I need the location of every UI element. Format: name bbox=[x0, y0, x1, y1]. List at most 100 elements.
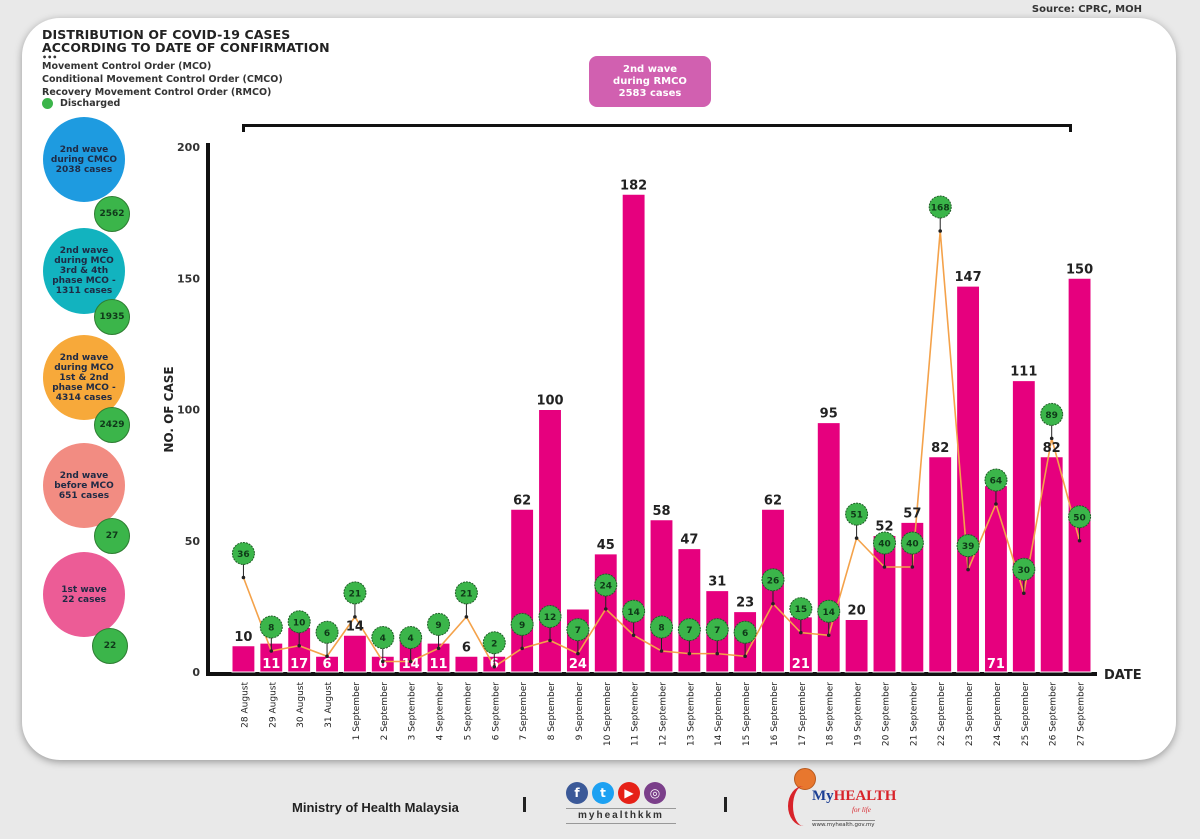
discharged-point bbox=[603, 607, 608, 611]
instagram-icon[interactable]: ◎ bbox=[644, 782, 666, 804]
bar bbox=[928, 456, 953, 673]
x-tick-label: 29 August bbox=[268, 682, 278, 728]
discharged-badge bbox=[956, 534, 980, 558]
discharged-point bbox=[799, 630, 803, 635]
figure-icon bbox=[788, 786, 819, 826]
discharged-value-label: 24 bbox=[599, 582, 612, 592]
discharged-badge bbox=[538, 605, 562, 628]
footer-separator bbox=[523, 797, 526, 812]
x-tick-label: 9 September bbox=[575, 682, 585, 741]
facebook-icon[interactable]: f bbox=[566, 782, 588, 804]
discharged-badge bbox=[622, 599, 646, 623]
bar-value-label: 82 bbox=[931, 441, 949, 456]
bar bbox=[956, 285, 981, 673]
discharged-badge bbox=[705, 618, 729, 642]
discharged-badge bbox=[287, 610, 311, 634]
social-icons: f t ▶ ◎ bbox=[566, 782, 666, 804]
discharged-badge bbox=[1012, 557, 1036, 581]
bar-value-label: 150 bbox=[1066, 262, 1093, 277]
x-tick-label: 24 September bbox=[993, 682, 1003, 746]
discharged-value-label: 4 bbox=[408, 634, 414, 644]
discharged-point bbox=[771, 601, 775, 606]
bar-value-label: 6 bbox=[462, 640, 471, 655]
discharged-value-label: 7 bbox=[686, 626, 692, 636]
discharged-point bbox=[464, 615, 469, 619]
bar bbox=[1039, 456, 1064, 673]
bar-value-label: 47 bbox=[680, 533, 698, 548]
bar bbox=[621, 193, 646, 673]
bar-value-label: 95 bbox=[820, 407, 838, 422]
discharged-point bbox=[687, 651, 692, 656]
wave-discharged-badge-cmco: 2562 bbox=[94, 196, 130, 232]
footer-separator bbox=[724, 797, 727, 812]
bar bbox=[1067, 277, 1092, 673]
bar-value-label: 45 bbox=[597, 538, 615, 553]
source-note: Source: CPRC, MOH bbox=[1031, 4, 1142, 15]
discharged-value-label: 7 bbox=[575, 626, 581, 636]
brand-tagline: for life bbox=[852, 806, 871, 814]
x-tick-label: 25 September bbox=[1021, 682, 1031, 746]
wave-discharged-badge-mco-3-4: 1935 bbox=[94, 299, 130, 335]
discharged-badge bbox=[789, 597, 813, 621]
discharged-point bbox=[1077, 538, 1082, 543]
discharged-value-label: 21 bbox=[349, 589, 362, 599]
discharged-value-label: 64 bbox=[990, 477, 1003, 487]
brand-url: www.myhealth.gov.my bbox=[812, 820, 875, 828]
wave-circle-cmco: 2nd wave during CMCO 2038 cases bbox=[43, 117, 125, 202]
discharged-point bbox=[297, 643, 301, 648]
discharged-badge bbox=[510, 612, 534, 636]
legend-cmco: Conditional Movement Control Order (CMCO… bbox=[42, 74, 283, 85]
bar-value-label: 82 bbox=[1043, 441, 1061, 456]
discharged-point bbox=[938, 229, 943, 233]
x-tick-label: 13 September bbox=[686, 682, 696, 746]
wave-circle-first-wave: 1st wave 22 cases bbox=[43, 552, 125, 637]
bar-value-label: 11 bbox=[262, 657, 280, 672]
bar-value-label: 100 bbox=[536, 394, 563, 409]
x-tick-label: 17 September bbox=[798, 682, 808, 746]
discharged-point bbox=[743, 654, 747, 659]
bar bbox=[538, 409, 562, 673]
bar-value-label: 52 bbox=[875, 520, 893, 535]
twitter-icon[interactable]: t bbox=[592, 782, 614, 804]
discharged-value-label: 21 bbox=[460, 589, 473, 599]
discharged-value-label: 8 bbox=[658, 624, 664, 634]
discharged-value-label: 9 bbox=[519, 621, 525, 631]
discharged-point bbox=[548, 638, 552, 643]
discharged-badge bbox=[231, 542, 255, 565]
discharged-badge bbox=[594, 573, 618, 597]
x-tick-label: 18 September bbox=[826, 682, 836, 746]
discharged-point bbox=[1022, 591, 1026, 596]
bar-value-label: 10 bbox=[234, 630, 252, 645]
discharged-value-label: 50 bbox=[1073, 513, 1086, 523]
discharged-point bbox=[659, 649, 664, 653]
discharged-value-label: 2 bbox=[491, 639, 497, 649]
discharged-value-label: 51 bbox=[850, 511, 863, 521]
x-axis-label: DATE bbox=[1104, 668, 1142, 683]
x-tick-label: 16 September bbox=[770, 682, 780, 746]
discharged-point bbox=[826, 633, 831, 638]
social-handle: myhealthkkm bbox=[566, 808, 676, 824]
bar-value-label: 111 bbox=[1010, 365, 1037, 380]
discharged-point bbox=[325, 654, 329, 659]
x-tick-label: 7 September bbox=[519, 682, 529, 741]
discharged-point bbox=[966, 567, 970, 572]
youtube-icon[interactable]: ▶ bbox=[618, 782, 640, 804]
discharged-badge bbox=[371, 626, 395, 649]
x-tick-label: 30 August bbox=[296, 682, 306, 728]
discharged-value-label: 4 bbox=[380, 634, 386, 644]
legend-mco: Movement Control Order (MCO) bbox=[42, 61, 212, 72]
discharged-point bbox=[1049, 436, 1054, 441]
discharged-value-label: 9 bbox=[435, 621, 441, 631]
x-tick-label: 14 September bbox=[714, 682, 724, 746]
discharged-point bbox=[576, 651, 580, 656]
x-tick-label: 19 September bbox=[854, 682, 864, 746]
y-tick-label: 50 bbox=[185, 535, 201, 548]
bar bbox=[984, 485, 1008, 673]
discharged-badge bbox=[928, 195, 952, 219]
discharged-point bbox=[882, 565, 887, 569]
discharged-point bbox=[854, 536, 859, 540]
discharged-badge bbox=[677, 618, 701, 642]
discharged-point bbox=[380, 659, 385, 664]
wave-discharged-badge-before-mco: 27 bbox=[94, 518, 130, 554]
